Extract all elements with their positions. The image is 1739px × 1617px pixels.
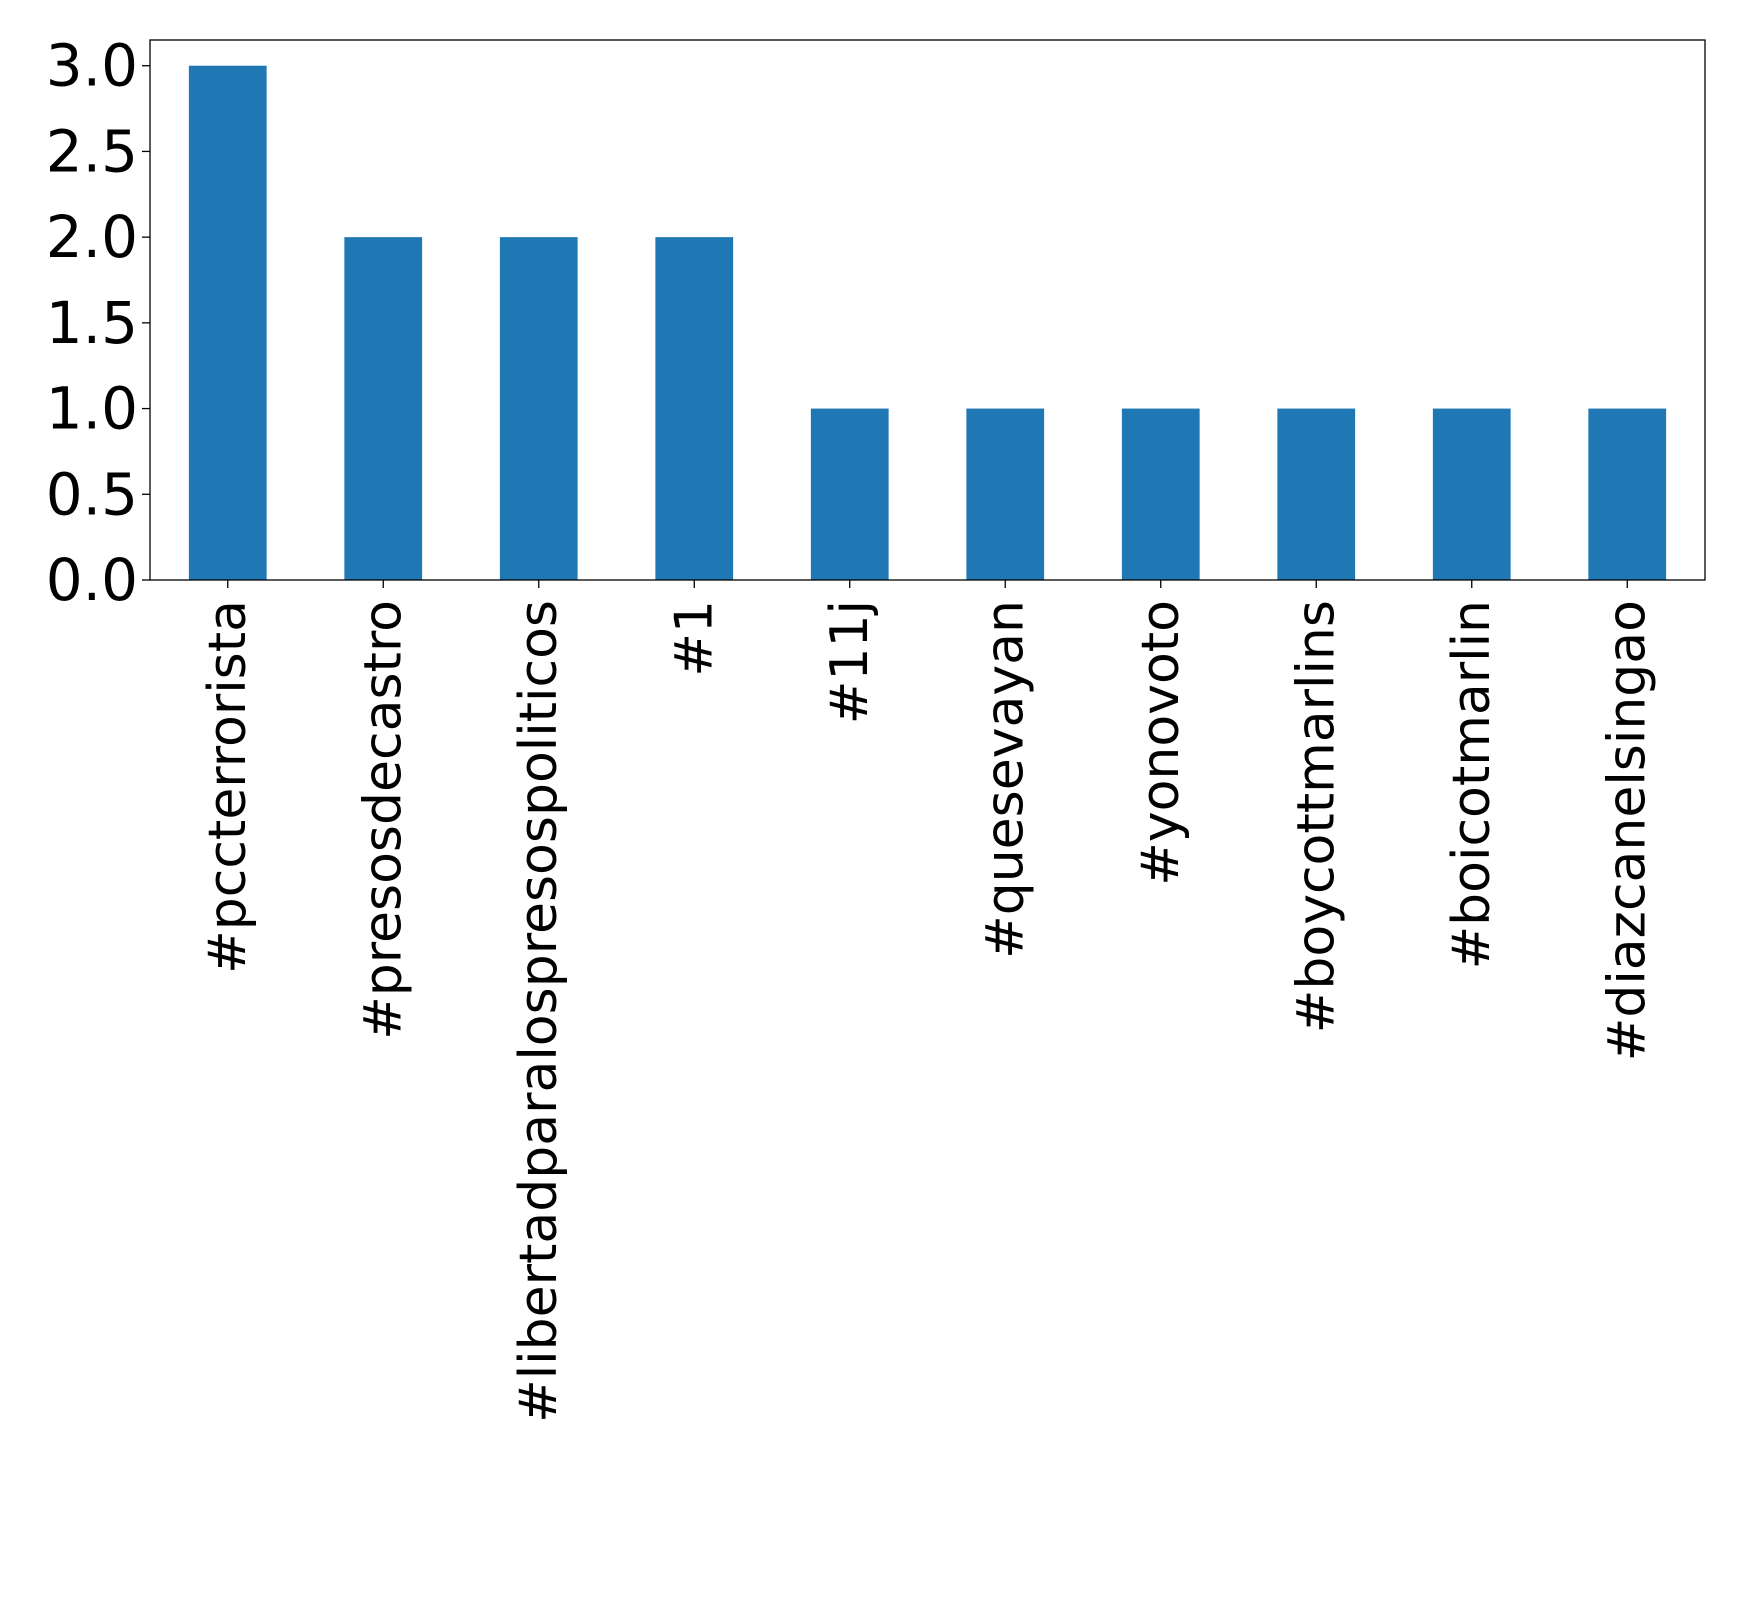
x-tick-label: #boycottmarlins xyxy=(1286,600,1346,1033)
y-tick-label: 1.0 xyxy=(46,375,138,443)
bar xyxy=(344,237,423,580)
x-tick-label: #11j xyxy=(820,600,880,724)
x-tick-label: #quesevayan xyxy=(975,600,1035,959)
y-tick-label: 3.0 xyxy=(46,32,138,100)
y-axis: 0.0 0.5 1.0 1.5 2.0 2.5 3.0 xyxy=(46,32,150,614)
x-tick-label: #1 xyxy=(664,600,724,677)
bar xyxy=(810,408,889,580)
x-tick-label: #libertadparalospresospoliticos xyxy=(509,600,569,1423)
bar xyxy=(1588,408,1667,580)
bar xyxy=(499,237,578,580)
y-tick-label: 1.5 xyxy=(46,289,138,357)
bar xyxy=(1277,408,1356,580)
bar xyxy=(966,408,1045,580)
bar xyxy=(188,65,267,580)
x-axis: #pccterrorista #presosdecastro #libertadpa… xyxy=(198,580,1657,1423)
y-tick-label: 2.0 xyxy=(46,203,138,271)
bar xyxy=(1432,408,1511,580)
y-tick-label: 0.5 xyxy=(46,460,138,528)
bar xyxy=(655,237,734,580)
bar xyxy=(1121,408,1200,580)
x-tick-label: #yonovoto xyxy=(1131,600,1191,886)
x-tick-label: #presosdecastro xyxy=(353,600,413,1040)
x-tick-label: #pccterrorista xyxy=(198,600,258,974)
x-tick-label: #boicotmarlin xyxy=(1442,600,1502,969)
y-tick-label: 2.5 xyxy=(46,117,138,185)
plot-frame xyxy=(149,39,1706,581)
x-tick-label: #diazcanelsingao xyxy=(1597,600,1657,1061)
bars-group xyxy=(188,65,1667,580)
y-tick-label: 0.0 xyxy=(46,546,138,614)
